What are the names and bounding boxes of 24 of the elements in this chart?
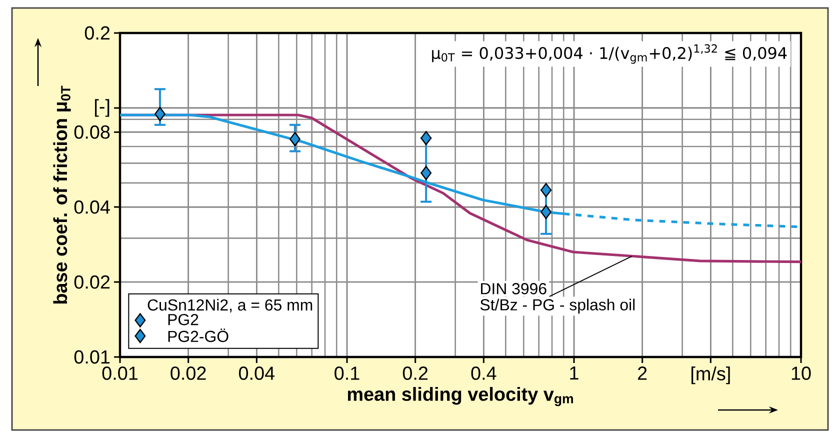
legend-title: CuSn12Ni2, a = 65 mm	[148, 298, 312, 313]
x-tick-label: 2	[638, 366, 647, 380]
x-tick-label: 1	[570, 366, 578, 380]
x-tick-label: [m/s]	[692, 366, 730, 384]
x-tick-label: 10	[792, 366, 811, 380]
annotation: DIN 3996	[481, 283, 546, 294]
annotation: St/Bz - PG - splash oil	[480, 298, 635, 314]
x-tick-label: 0.04	[238, 366, 275, 380]
x-tick-label: 0.2	[402, 366, 428, 380]
y-tick-label: 0.2	[84, 26, 110, 40]
y-tick-label: 0.01	[74, 350, 110, 364]
annotation: μ$_{0T}$ = 0,033+0,004 · 1/(v$_{gm}$+0,2)$^{1,32}$ ≦ 0,094	[432, 44, 787, 64]
y-tick-label: [-]	[95, 99, 110, 117]
legend-label: PG2	[168, 314, 198, 326]
y-tick-label: 0.04	[74, 200, 110, 214]
x-axis-title: mean sliding velocity v$_{gm}$	[348, 386, 573, 406]
y-tick-label: 0.08	[74, 125, 110, 139]
legend-label: PG2-GÖ	[168, 328, 228, 342]
x-tick-label: 0.4	[471, 366, 496, 380]
x-tick-label: 0.1	[334, 366, 360, 380]
x-tick-label: 0.01	[102, 366, 138, 380]
x-tick-label: 0.02	[170, 366, 206, 380]
y-tick-label: 0.02	[74, 275, 110, 289]
y-axis-title: base coef. of friction μ$_{0T}$	[53, 86, 71, 304]
